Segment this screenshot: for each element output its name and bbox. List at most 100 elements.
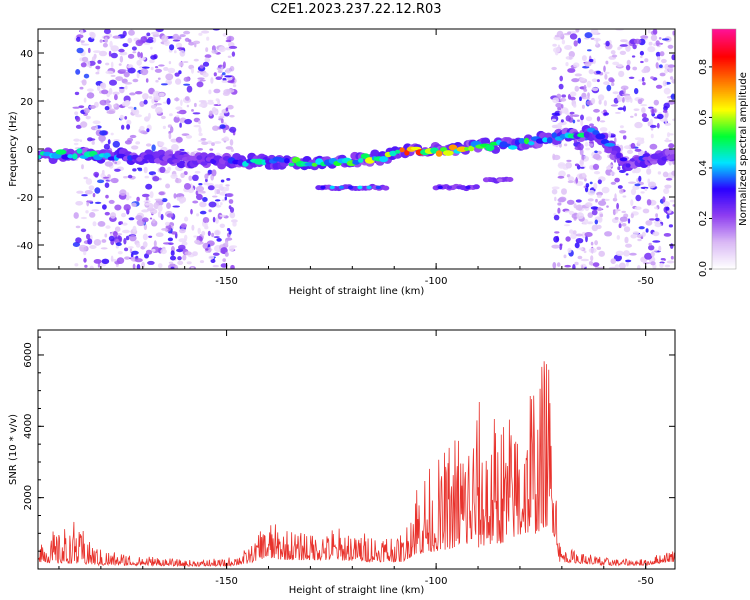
colorbar-swatch xyxy=(712,149,736,152)
noise-blob xyxy=(158,92,165,97)
noise-blob xyxy=(170,126,174,133)
noise-blob xyxy=(599,213,604,218)
noise-blob xyxy=(119,221,123,225)
noise-blob xyxy=(135,91,143,95)
noise-blob xyxy=(633,38,642,45)
noise-blob xyxy=(218,185,224,191)
noise-blob xyxy=(597,179,602,185)
noise-blob xyxy=(110,132,114,136)
noise-blob xyxy=(169,44,175,51)
noise-blob xyxy=(213,141,222,144)
x-tick-label: -150 xyxy=(215,276,238,287)
noise-blob xyxy=(179,148,185,152)
noise-blob xyxy=(603,112,609,116)
noise-blob xyxy=(107,139,111,145)
noise-blob xyxy=(664,69,668,74)
noise-blob xyxy=(557,122,565,126)
noise-blob xyxy=(198,103,204,107)
colorbar-swatch xyxy=(712,81,736,84)
noise-blob xyxy=(193,150,199,153)
noise-blob xyxy=(197,148,204,151)
noise-blob xyxy=(123,237,127,245)
noise-blob xyxy=(88,47,91,54)
noise-blob xyxy=(191,109,194,112)
noise-blob xyxy=(173,97,180,102)
noise-region-1 xyxy=(550,29,675,269)
noise-blob xyxy=(565,220,572,223)
noise-blob xyxy=(589,123,594,127)
noise-blob xyxy=(184,118,193,125)
noise-blob xyxy=(112,91,120,96)
noise-blob xyxy=(593,58,596,65)
noise-blob xyxy=(575,199,582,203)
noise-blob xyxy=(80,29,84,35)
noise-blob xyxy=(150,66,154,71)
noise-blob xyxy=(93,239,102,246)
noise-blob xyxy=(209,148,214,151)
noise-blob xyxy=(202,61,210,67)
colorbar-swatch xyxy=(712,241,736,244)
colorbar-swatch xyxy=(712,243,736,246)
noise-blob xyxy=(93,50,101,53)
noise-blob xyxy=(591,97,596,104)
colorbar-swatch xyxy=(712,87,736,90)
noise-blob xyxy=(588,261,593,266)
colorbar-swatch xyxy=(712,209,736,212)
noise-blob xyxy=(149,59,155,64)
noise-blob xyxy=(581,55,587,62)
noise-blob xyxy=(185,135,193,139)
noise-blob xyxy=(136,264,141,269)
x-tick-label: -100 xyxy=(425,576,448,587)
noise-blob xyxy=(154,103,162,106)
noise-blob xyxy=(178,61,184,67)
colorbar-swatch xyxy=(712,103,736,106)
noise-blob xyxy=(659,64,663,68)
noise-blob xyxy=(165,183,171,189)
noise-blob xyxy=(132,168,137,172)
noise-blob xyxy=(577,37,582,44)
noise-blob xyxy=(158,191,165,196)
noise-blob xyxy=(637,139,645,145)
noise-blob xyxy=(559,110,563,115)
noise-blob xyxy=(140,68,149,76)
noise-blob xyxy=(166,213,174,218)
noise-blob xyxy=(668,66,674,74)
noise-blob xyxy=(655,51,661,57)
noise-blob xyxy=(145,183,153,190)
noise-blob xyxy=(83,73,90,79)
noise-blob xyxy=(127,37,133,44)
ridge-core xyxy=(379,156,389,163)
noise-blob xyxy=(640,236,644,239)
noise-blob xyxy=(123,71,130,78)
noise-blob xyxy=(146,128,150,133)
noise-blob xyxy=(202,197,208,202)
noise-blob xyxy=(74,91,80,96)
noise-blob xyxy=(99,39,103,43)
noise-blob xyxy=(623,105,626,112)
noise-blob xyxy=(588,247,597,254)
noise-blob xyxy=(170,250,175,256)
colorbar-label: Normalized spectral amplitude xyxy=(738,72,749,226)
noise-blob xyxy=(222,61,226,69)
noise-blob xyxy=(75,237,82,244)
colorbar-swatch xyxy=(712,137,736,140)
noise-blob xyxy=(584,141,589,147)
noise-blob xyxy=(213,104,222,106)
noise-blob xyxy=(80,40,85,43)
noise-blob xyxy=(637,265,641,269)
noise-blob xyxy=(179,34,186,38)
noise-blob xyxy=(108,235,115,242)
streak-core xyxy=(437,185,443,190)
noise-blob xyxy=(186,261,192,265)
noise-blob xyxy=(131,250,139,255)
noise-blob xyxy=(92,193,96,198)
colorbar-swatch xyxy=(712,83,736,86)
noise-blob xyxy=(662,38,670,41)
noise-blob xyxy=(220,263,228,268)
colorbar-swatch xyxy=(712,267,736,270)
heatmap-layer xyxy=(38,29,675,269)
noise-blob xyxy=(615,208,618,214)
noise-blob xyxy=(132,78,139,83)
noise-blob xyxy=(552,262,557,269)
noise-blob xyxy=(218,64,223,68)
